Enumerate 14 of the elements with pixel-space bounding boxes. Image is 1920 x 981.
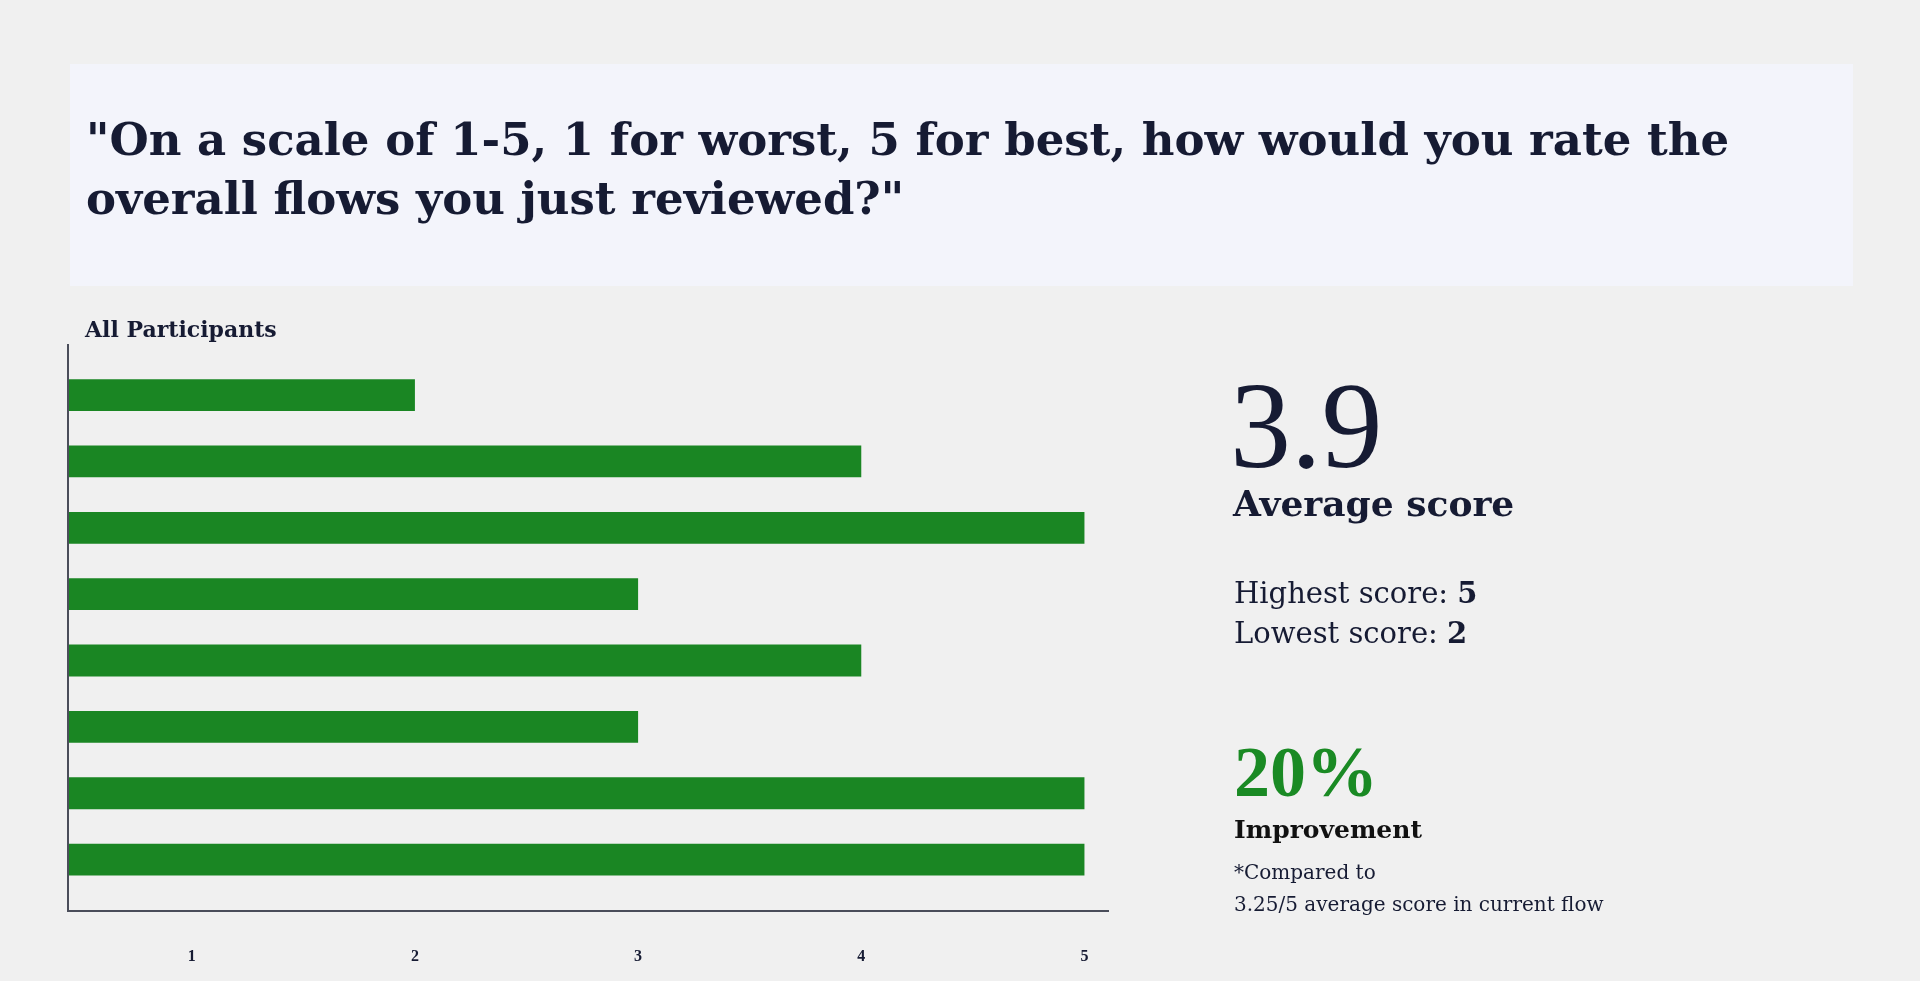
text: Improvement bbox=[1234, 815, 1423, 844]
x-tick-label: 3 bbox=[634, 947, 643, 965]
x-tick-label: 5 bbox=[1080, 947, 1089, 965]
text: Highest score: 5 bbox=[1234, 576, 1478, 610]
chart-subtitle: All Participants bbox=[84, 316, 277, 342]
text: 20% bbox=[1234, 732, 1378, 812]
text: Average score bbox=[1232, 482, 1515, 524]
x-tick-label: 1 bbox=[187, 947, 196, 965]
chart-title: "On a scale of 1-5, 1 for worst, 5 for best, how would you rate the overall flows you just reviewed?" bbox=[86, 113, 1730, 225]
text: 3.25/5 average score in current flow bbox=[1234, 892, 1604, 916]
x-tick-label: 2 bbox=[410, 947, 419, 965]
text: *Compared to bbox=[1234, 860, 1376, 884]
x-tick-label: 4 bbox=[857, 947, 866, 965]
text: Lowest score: 2 bbox=[1234, 616, 1468, 650]
